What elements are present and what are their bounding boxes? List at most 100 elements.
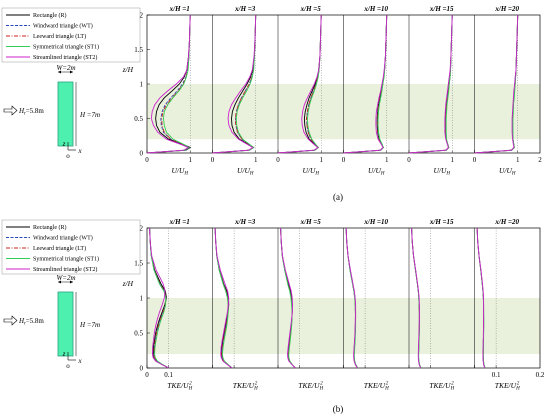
subplot-title-1: x/H =3	[234, 218, 256, 226]
x-tick-label-9: 1	[450, 156, 454, 164]
x-tick-label-0: 0	[145, 156, 149, 164]
y-axis-label: z/H	[122, 279, 134, 288]
x-tick-label-6: 0	[342, 156, 346, 164]
x-tick-label-3: 0.2	[536, 371, 545, 379]
x-tick-label-1: 0.1	[164, 371, 173, 379]
y-tick-label-3: 1.5	[134, 46, 143, 54]
x-tick-label-2: 0.1	[492, 371, 501, 379]
legend-label-1: Windward triangle (WT)	[33, 235, 93, 242]
subplot-title-4: x/H =15	[429, 218, 454, 226]
legend-label-0: Rectangle (R)	[33, 224, 67, 231]
width-arrowheads	[58, 70, 73, 74]
series-line-1-3	[214, 227, 233, 369]
x-axis-label-2: U/UH	[302, 166, 319, 177]
y-tick-label-4: 2	[140, 12, 144, 20]
legend-label-2: Leeward triangle (LT)	[33, 33, 86, 40]
wind-arrow-icon	[3, 315, 18, 326]
x-axis-label: x	[77, 147, 82, 155]
y-tick-label-2: 1	[140, 81, 144, 89]
subplot-title-2: x/H =5	[300, 218, 322, 226]
x-tick-label-10: 0	[473, 156, 477, 164]
schematic-a: W=2m H =7m Hr=5.8m z xo	[3, 64, 100, 160]
series-line-1-4	[212, 14, 257, 154]
series-line-5-4	[476, 227, 486, 369]
x-tick-label-12: 2	[538, 156, 542, 164]
origin-label: o	[66, 152, 70, 160]
x-axis-label-3: TKE/UH2	[364, 381, 389, 392]
wind-label: Hr=5.8m	[18, 317, 44, 327]
x-tick-label-11: 1	[516, 156, 520, 164]
x-axis-label-3: U/UH	[368, 166, 385, 177]
panel-b: Rectangle (R) Windward triangle (WT) Leewa…	[1, 218, 545, 414]
height-label: H =7m	[79, 111, 100, 119]
panel-label-a: (a)	[333, 192, 343, 202]
legend-label-3: Symmetrical triangle (ST1)	[33, 256, 99, 263]
series-line-0-3	[149, 227, 169, 369]
y-tick-label-1: 0.5	[134, 330, 143, 338]
legend-label-3: Symmetrical triangle (ST1)	[33, 44, 99, 51]
x-axis-label-4: U/UH	[433, 166, 450, 177]
panel-label-b: (b)	[333, 404, 344, 414]
legend-b: Rectangle (R) Windward triangle (WT) Leewa…	[1, 219, 141, 275]
y-tick-label-1: 0.5	[134, 115, 143, 123]
width-label: W=2m	[56, 274, 75, 282]
schematic-b: W=2m H =7m Hr=5.8m z xo	[3, 274, 100, 370]
panel-a: Rectangle (R) Windward triangle (WT) Leewa…	[1, 5, 542, 202]
building-block	[57, 291, 74, 357]
x-tick-label-1: 1	[188, 156, 192, 164]
legend-label-1: Windward triangle (WT)	[33, 23, 93, 30]
x-tick-label-7: 1	[385, 156, 389, 164]
y-tick-label-2: 1	[140, 295, 144, 303]
x-tick-label-0: 0	[145, 371, 149, 379]
subplot-title-4: x/H =15	[429, 5, 454, 13]
z-axis-label: z	[62, 140, 66, 148]
legend-label-2: Leeward triangle (LT)	[33, 245, 86, 252]
x-axis-label-4: TKE/UH2	[429, 381, 454, 392]
x-axis-label-0: TKE/UH2	[167, 381, 192, 392]
subplot-title-5: x/H =20	[494, 218, 519, 226]
plot-area-b: x/H =1 x/H =3 x/H =5 x/H =10 x/H =15 x/H =20 0…	[122, 218, 545, 392]
series-line-3-4	[343, 14, 388, 154]
x-axis-label-0: U/UH	[171, 166, 188, 177]
wind-label: Hr=5.8m	[18, 107, 44, 117]
x-axis-label-5: U/UH	[499, 166, 516, 177]
x-tick-label-8: 0	[407, 156, 411, 164]
legend-label-4: Streamlined triangle (ST2)	[33, 54, 97, 61]
legend-a: Rectangle (R) Windward triangle (WT) Leewa…	[1, 7, 141, 63]
series-line-2-4	[277, 14, 322, 154]
series-line-2-4	[280, 227, 296, 369]
subplot-title-0: x/H =1	[169, 5, 190, 13]
y-tick-label-4: 2	[140, 225, 144, 233]
series-line-0-4	[149, 227, 169, 369]
x-axis-label-2: TKE/UH2	[298, 381, 323, 392]
subplot-title-0: x/H =1	[169, 218, 190, 226]
y-tick-label-3: 1.5	[134, 260, 143, 268]
width-arrowheads	[58, 280, 73, 284]
y-tick-label-0: 0	[140, 365, 144, 373]
x-axis-label-5: TKE/UH2	[495, 381, 520, 392]
y-axis-label: z/H	[122, 65, 134, 74]
height-label: H =7m	[79, 321, 100, 329]
x-tick-label-5: 1	[319, 156, 323, 164]
series-line-0-4	[146, 14, 191, 154]
building-block	[57, 81, 74, 147]
x-axis-label: x	[77, 357, 82, 365]
x-tick-label-2: 0	[211, 156, 215, 164]
legend-label-0: Rectangle (R)	[33, 12, 67, 19]
x-axis-label-1: TKE/UH2	[233, 381, 258, 392]
legend-box	[1, 219, 141, 275]
series-line-4-4	[408, 14, 453, 154]
origin-label: o	[66, 362, 70, 370]
subplot-title-2: x/H =5	[300, 5, 322, 13]
series-line-3-4	[345, 227, 358, 369]
subplot-title-5: x/H =20	[494, 5, 519, 13]
x-axis-label-1: U/UH	[237, 166, 254, 177]
z-axis-label: z	[62, 350, 66, 358]
series-line-1-4	[214, 227, 233, 369]
wind-arrow-icon	[3, 105, 18, 116]
width-label: W=2m	[56, 64, 75, 72]
series-line-4-4	[411, 227, 422, 369]
series-line-5-4	[474, 14, 519, 154]
subplot-title-3: x/H =10	[363, 5, 388, 13]
